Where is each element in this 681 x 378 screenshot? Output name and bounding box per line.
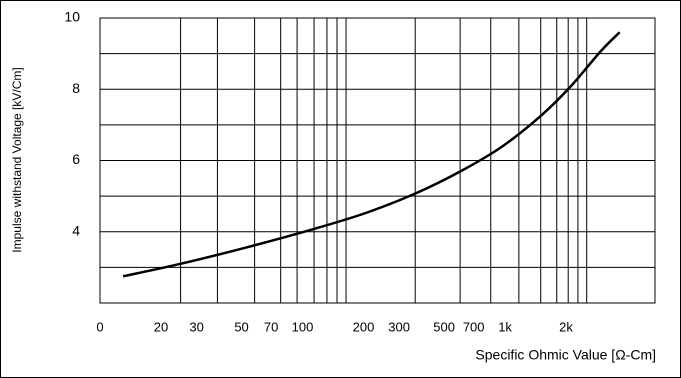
x-tick-label: 200: [353, 319, 375, 334]
plot-border: [99, 17, 656, 304]
x-tick-label: 30: [189, 319, 203, 334]
y-tick-label: 8: [72, 80, 80, 96]
x-tick-label: 20: [154, 319, 168, 334]
y-tick-label: 4: [72, 222, 80, 238]
x-tick-label: 100: [292, 319, 314, 334]
x-tick-label: 50: [234, 319, 248, 334]
y-tick-label: 6: [72, 151, 80, 167]
y-axis-label: Impulse withstand Voltage [kV/Cm]: [10, 67, 24, 252]
line: [122, 31, 621, 278]
x-tick-label: 1k: [498, 319, 512, 334]
x-tick-label: 300: [388, 319, 410, 334]
x-tick-label: 70: [264, 319, 278, 334]
x-tick-label: 700: [463, 319, 485, 334]
y-tick-label: 10: [64, 9, 80, 25]
x-axis-label: Specific Ohmic Value [Ω-Cm]: [475, 347, 656, 363]
x-tick-label: 2k: [559, 319, 573, 334]
x-tick-label: 500: [433, 319, 455, 334]
x-origin-label: 0: [96, 319, 103, 334]
